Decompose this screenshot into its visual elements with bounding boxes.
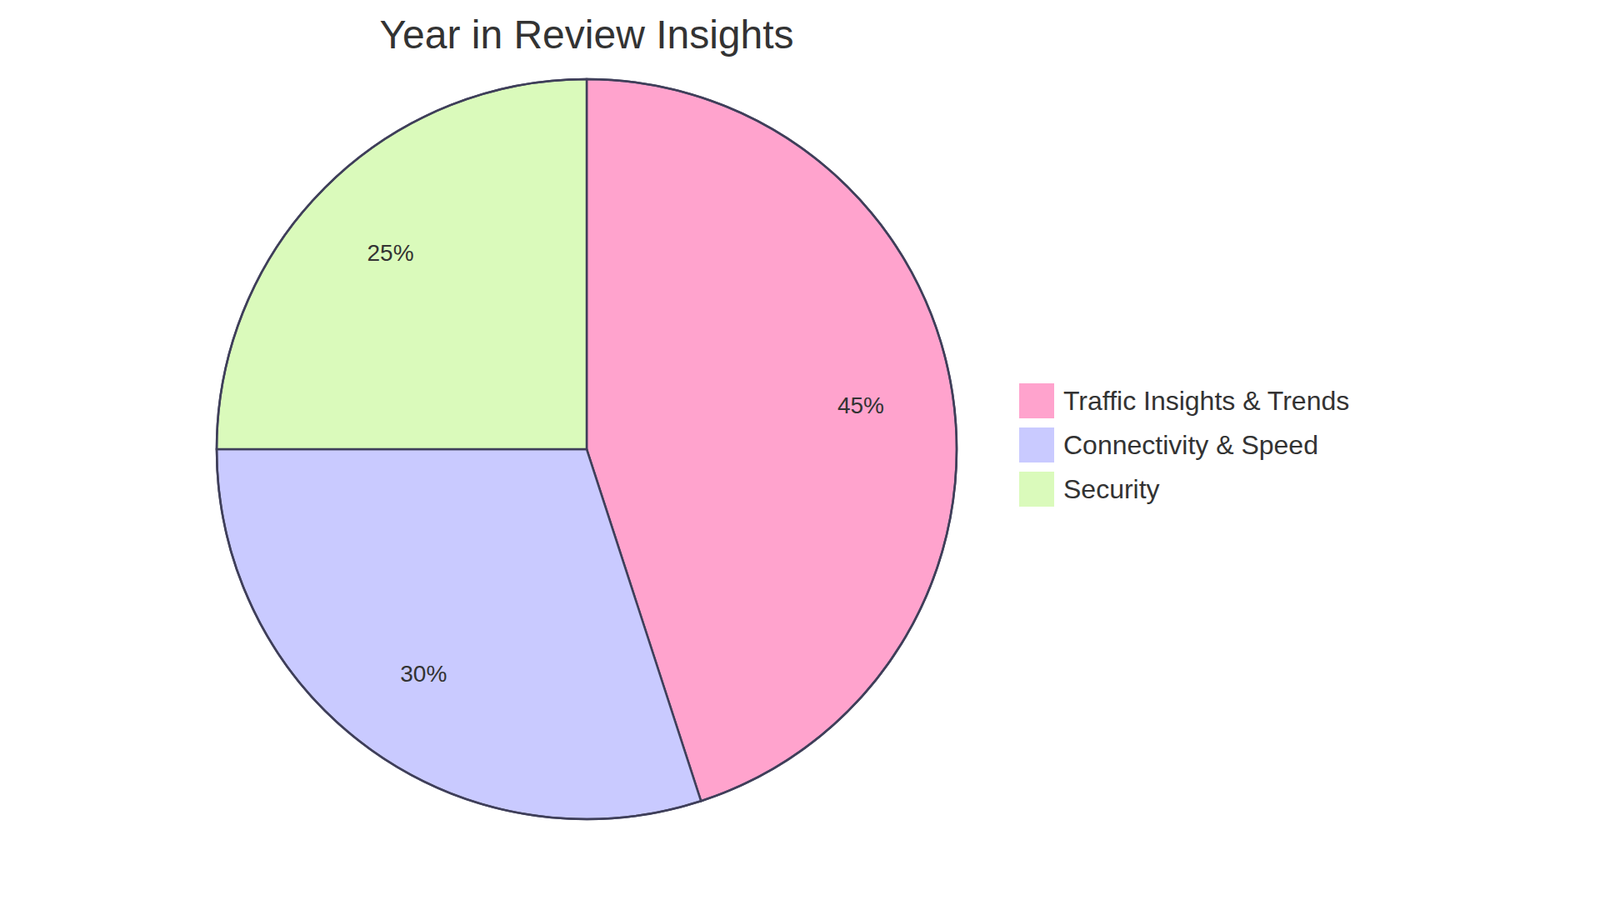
legend-swatch [1018,426,1055,464]
data-label: 45% [837,392,885,419]
legend-swatch [1018,382,1055,420]
legend-label: Traffic Insights & Trends [1063,385,1350,416]
title: Year in Review Insights [379,12,794,57]
chart: Year in Review Insights 45% 30% 25% Traffic … [0,0,1600,900]
slice [216,449,701,820]
legend-label: Connectivity & Speed [1063,430,1319,460]
slices [216,79,957,820]
pie-outline [216,79,957,820]
data-label: 30% [400,660,447,687]
legend-swatch [1018,470,1055,508]
data-label: 25% [367,240,415,266]
slice [216,79,587,450]
slice-labels: 45% 30% 25% [367,240,885,687]
legend-label: Security [1063,474,1160,505]
legend: Traffic Insights & Trends Connectivity & … [1018,382,1350,508]
